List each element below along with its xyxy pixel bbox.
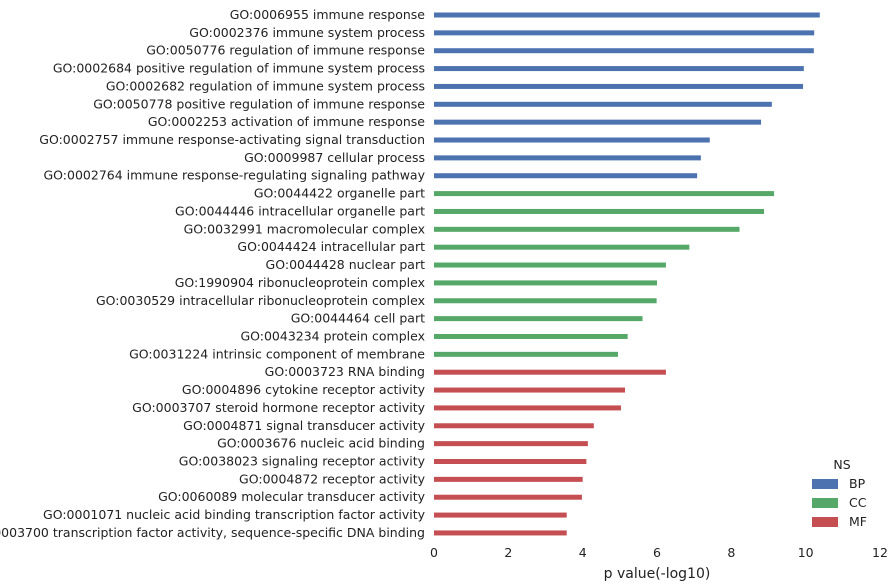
category-label: GO:0060089 molecular transducer activity	[158, 489, 426, 504]
legend-label: BP	[849, 476, 866, 491]
x-tick-label: 8	[727, 545, 735, 560]
bar	[434, 191, 775, 197]
bar	[434, 30, 815, 36]
legend-swatch	[812, 498, 838, 508]
bar	[434, 476, 583, 482]
category-label: GO:0038023 signaling receptor activity	[179, 454, 426, 469]
bar	[434, 119, 762, 125]
bar	[434, 441, 588, 447]
category-label: GO:0004872 receptor activity	[239, 471, 426, 486]
category-label: GO:0009987 cellular process	[244, 150, 425, 165]
bar	[434, 423, 594, 429]
bar	[434, 208, 765, 214]
bar	[434, 316, 643, 322]
category-label: GO:0001071 nucleic acid binding transcri…	[43, 507, 426, 522]
bar	[434, 369, 666, 375]
bar	[434, 333, 628, 339]
x-tick-label: 4	[579, 545, 587, 560]
bars-layer	[434, 12, 820, 536]
category-label: GO:0003707 steroid hormone receptor acti…	[132, 400, 425, 415]
x-tick-label: 12	[872, 545, 888, 560]
bar	[434, 387, 626, 393]
category-label: GO:0050778 positive regulation of immune…	[93, 96, 425, 111]
category-label: GO:0003723 RNA binding	[265, 364, 425, 379]
category-label: GO:0004871 signal transducer activity	[183, 418, 425, 433]
legend-swatch	[812, 479, 838, 489]
x-tick-label: 10	[798, 545, 814, 560]
bar	[434, 173, 698, 179]
x-tick-label: 2	[504, 545, 512, 560]
x-axis-title: p value(-log10)	[604, 566, 711, 582]
category-label: GO:0044422 organelle part	[254, 186, 425, 201]
bar	[434, 262, 666, 268]
category-labels: GO:0006955 immune response GO:0002376 imm…	[0, 7, 426, 540]
category-label: GO:0002682 regulation of immune system p…	[106, 78, 425, 93]
x-tick-label: 6	[653, 545, 661, 560]
legend-title: NS	[833, 457, 850, 472]
bar	[434, 494, 582, 500]
legend-swatch	[812, 517, 838, 527]
category-label: GO:0006955 immune response	[230, 7, 426, 22]
bar	[434, 351, 618, 357]
category-label: GO:0002757 immune response-activating si…	[39, 132, 425, 147]
category-label: GO:0044446 intracellular organelle part	[175, 203, 425, 218]
category-label: GO:0044428 nuclear part	[266, 257, 426, 272]
category-label: GO:0002764 immune response-regulating si…	[43, 168, 425, 183]
legend-label: MF	[849, 514, 867, 529]
bar	[434, 48, 814, 54]
bar	[434, 459, 587, 464]
category-label: GO:0032991 macromolecular complex	[184, 221, 425, 236]
legend-label: CC	[849, 495, 867, 510]
category-label: GO:0003700 transcription factor activity…	[0, 525, 425, 540]
x-axis: 0 2 4 6 8 10 12	[430, 545, 888, 560]
category-label: GO:0050776 regulation of immune response	[146, 43, 425, 58]
category-label: GO:0030529 intracellular ribonucleoprote…	[96, 293, 425, 308]
category-label: GO:0002253 activation of immune response	[148, 114, 425, 129]
bar	[434, 405, 621, 411]
bar	[434, 512, 567, 518]
category-label: GO:0044424 intracellular part	[237, 239, 425, 254]
category-label: GO:1990904 ribonucleoprotein complex	[175, 275, 425, 290]
bar	[434, 101, 772, 107]
category-label: GO:0002376 immune system process	[189, 25, 425, 40]
category-label: GO:0002684 positive regulation of immune…	[53, 61, 425, 76]
category-label: GO:0031224 intrinsic component of membra…	[129, 346, 425, 361]
bar	[434, 226, 740, 232]
category-label: GO:0004896 cytokine receptor activity	[182, 382, 426, 397]
bar	[434, 66, 804, 72]
bar	[434, 298, 657, 304]
legend: NS BP CC MF	[812, 457, 867, 529]
bar	[434, 280, 657, 286]
bar	[434, 530, 567, 536]
bar	[434, 83, 804, 89]
x-tick-label: 0	[430, 545, 438, 560]
category-label: GO:0003676 nucleic acid binding	[217, 436, 425, 451]
bar	[434, 244, 690, 250]
bar	[434, 155, 701, 161]
bar	[434, 137, 710, 143]
category-label: GO:0043234 protein complex	[240, 328, 425, 343]
bar	[434, 12, 820, 18]
category-label: GO:0044464 cell part	[291, 311, 425, 326]
